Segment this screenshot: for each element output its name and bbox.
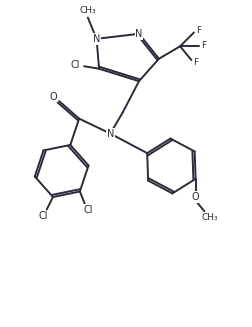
Text: Cl: Cl (83, 205, 93, 215)
Text: F: F (195, 26, 200, 35)
Text: CH₃: CH₃ (200, 213, 217, 221)
Text: N: N (135, 29, 142, 39)
Text: O: O (191, 192, 199, 202)
Text: CH₃: CH₃ (79, 6, 96, 15)
Text: Cl: Cl (70, 60, 80, 70)
Text: Cl: Cl (39, 212, 48, 221)
Text: F: F (200, 41, 206, 49)
Text: N: N (106, 129, 113, 139)
Text: F: F (193, 58, 198, 67)
Text: O: O (50, 92, 57, 102)
Text: N: N (92, 34, 100, 44)
